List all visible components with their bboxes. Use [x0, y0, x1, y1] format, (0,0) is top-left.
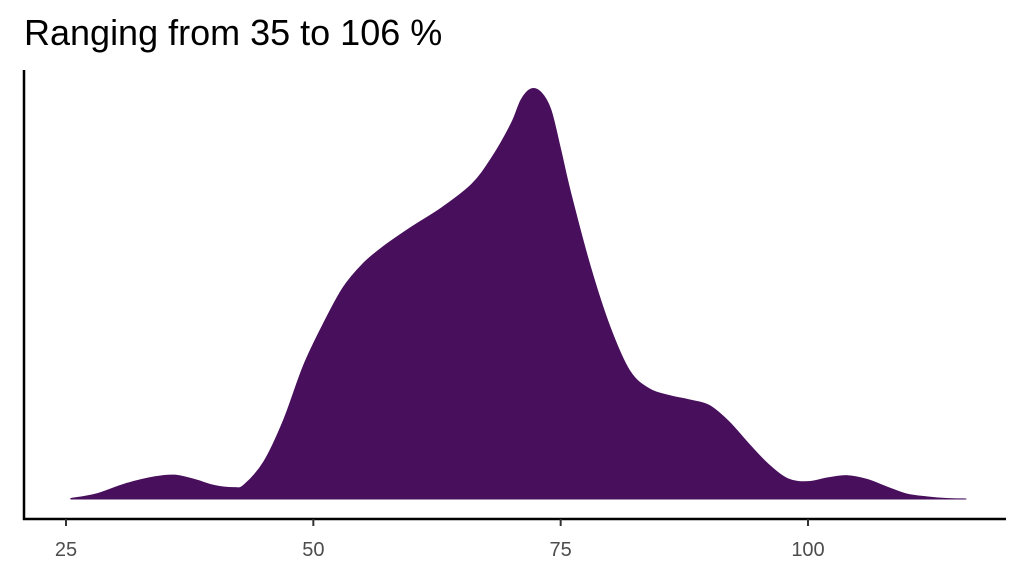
density-area [70, 87, 967, 500]
x-tick-label: 25 [55, 539, 77, 561]
x-tick-label: 100 [791, 539, 824, 561]
x-tick-label: 50 [302, 539, 324, 561]
x-tick-label: 75 [550, 539, 572, 561]
x-axis-ticks: 25 50 75 100 [55, 519, 825, 561]
chart-title: Ranging from 35 to 106 % [24, 12, 443, 53]
